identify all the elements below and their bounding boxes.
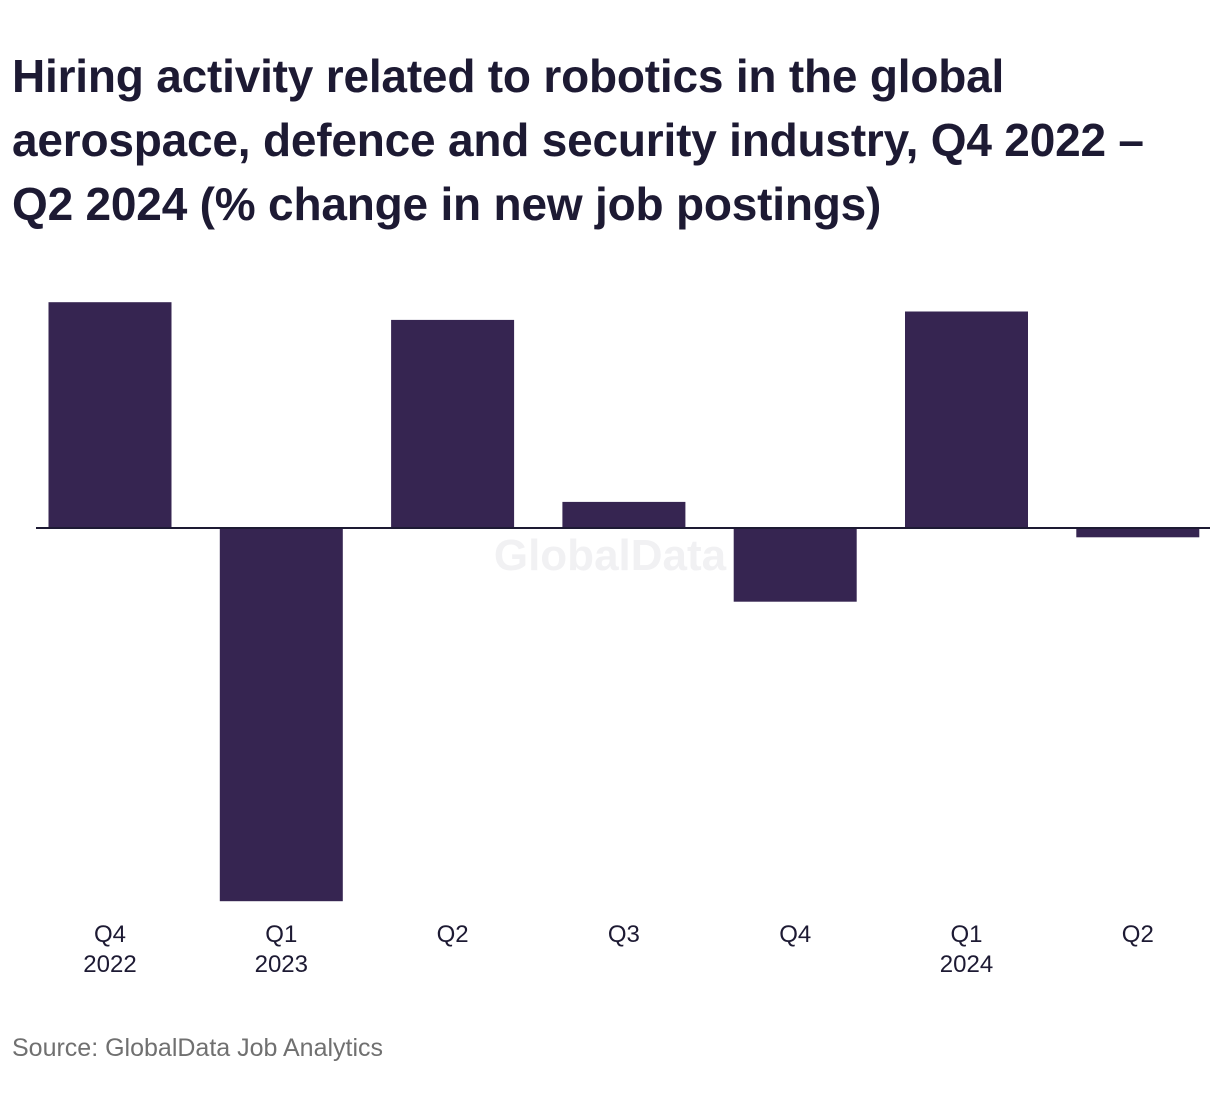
watermark-logo: GlobalData <box>494 531 727 580</box>
bar-q4-2022 <box>48 302 172 528</box>
x-tick-quarter-label: Q2 <box>437 921 469 948</box>
bar-q1-2024 <box>905 311 1028 528</box>
bar-q2-2023 <box>391 319 515 528</box>
bars-group <box>48 302 1200 902</box>
x-tick-quarter-label: Q4 <box>779 921 811 948</box>
source-note: Source: GlobalData Job Analytics <box>12 1034 384 1062</box>
bar-q2-2024 <box>1076 528 1200 538</box>
x-tick-year-label: 2022 <box>83 951 136 978</box>
x-axis-ticks: Q4 2022 Q1 2023 Q2 Q3 Q4 Q1 2024 Q2 <box>83 921 1154 978</box>
x-tick-quarter-label: Q1 <box>265 921 297 948</box>
bar-q1-2023 <box>219 528 343 902</box>
x-tick-year-label: 2023 <box>255 951 308 978</box>
bar-q3-2023 <box>562 501 686 528</box>
x-tick-year-label: 2024 <box>940 951 993 978</box>
x-tick-quarter-label: Q4 <box>94 921 126 948</box>
x-tick-quarter-label: Q3 <box>608 921 640 948</box>
x-tick-quarter-label: Q1 <box>950 921 982 948</box>
chart-title: Hiring activity related to robotics in t… <box>12 50 1144 230</box>
x-tick-quarter-label: Q2 <box>1122 921 1154 948</box>
bar-q4-2023 <box>733 528 857 602</box>
